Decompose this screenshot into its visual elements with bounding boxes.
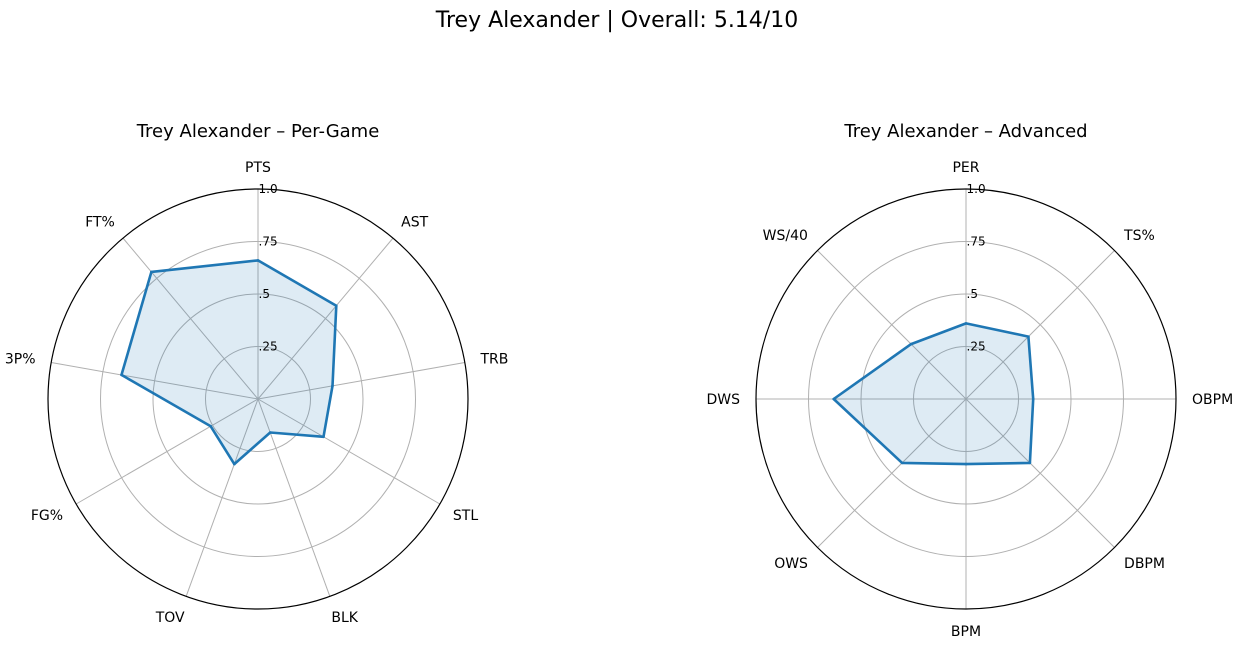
per-game-point-trb — [331, 384, 334, 388]
per-game-axis-label: TOV — [155, 610, 185, 626]
per-game-axis-label: PTS — [245, 160, 271, 176]
per-game-point-ast — [334, 304, 338, 307]
per-game-spoke-ft- — [122, 237, 259, 400]
per-game-point-blk — [268, 431, 272, 434]
advanced-spoke-dbpm — [965, 398, 1115, 548]
advanced-axis-label: BPM — [951, 624, 981, 640]
per-game-axis-label: FG% — [31, 508, 63, 524]
advanced-radial-tick-label: .25 — [967, 340, 986, 354]
per-game-spoke-tov — [185, 398, 259, 597]
advanced-radial-tick-label: 1.0 — [967, 182, 986, 196]
advanced-point-dbpm — [1028, 461, 1032, 465]
per-game-point-ft- — [150, 270, 153, 274]
advanced-point-dws — [832, 397, 835, 401]
per-game-axis-label: 3P% — [5, 352, 36, 368]
advanced-spoke-ows — [817, 398, 967, 548]
per-game-radial-tick-label: .5 — [259, 287, 270, 301]
per-game-radar-panel: Trey Alexander – Per-Game PTS AST TRB STL BL… — [5, 121, 508, 626]
per-game-point-3p- — [120, 373, 123, 377]
per-game-axis-label: TRB — [479, 352, 508, 368]
per-game-spoke-fg- — [75, 398, 259, 505]
advanced-axis-label: TS% — [1123, 228, 1155, 244]
advanced-point-bpm — [964, 462, 968, 466]
per-game-point-tov — [232, 462, 236, 466]
per-game-spoke-3p- — [51, 362, 259, 400]
advanced-axis-label: OWS — [774, 556, 808, 572]
figure-title: Trey Alexander | Overall: 5.14/10 — [435, 8, 799, 33]
advanced-spoke-ts- — [965, 250, 1115, 400]
advanced-area-fill — [833, 323, 1034, 465]
per-game-axis-label: FT% — [85, 214, 115, 230]
advanced-axis-label: PER — [952, 160, 979, 176]
per-game-spoke-trb — [257, 362, 465, 400]
advanced-axis-label: OBPM — [1192, 392, 1233, 408]
per-game-radial-tick-label: 1.0 — [259, 182, 278, 196]
advanced-outer-frame — [755, 188, 1177, 610]
per-game-spoke-ast — [257, 237, 394, 400]
advanced-point-ws-40 — [909, 342, 913, 346]
per-game-point-fg- — [209, 425, 213, 428]
per-game-axis-label: BLK — [331, 610, 358, 626]
per-game-axis-label: AST — [401, 214, 428, 230]
advanced-chart-title: Trey Alexander – Advanced — [843, 121, 1087, 142]
per-game-outer-frame — [47, 188, 469, 610]
per-game-radial-tick-label: .25 — [259, 340, 278, 354]
advanced-axis-label: WS/40 — [763, 228, 808, 244]
per-game-area-fill — [121, 260, 337, 465]
advanced-radar-panel: Trey Alexander – Advanced PER TS% OBPM DBPM… — [706, 121, 1233, 640]
per-game-radial-tick-label: .75 — [259, 235, 278, 249]
advanced-point-ts- — [1027, 335, 1030, 338]
advanced-point-per — [964, 322, 968, 325]
advanced-axis-label: DWS — [706, 392, 740, 408]
advanced-radial-tick-label: .75 — [967, 235, 986, 249]
per-game-point-stl — [322, 435, 325, 439]
per-game-series-line — [120, 259, 338, 466]
per-game-point-pts — [256, 259, 260, 262]
advanced-spoke-ws-40 — [817, 250, 967, 400]
advanced-axis-label: DBPM — [1124, 556, 1165, 572]
advanced-point-ows — [900, 461, 904, 465]
per-game-chart-title: Trey Alexander – Per-Game — [136, 121, 380, 142]
per-game-spoke-stl — [257, 398, 441, 505]
advanced-radial-tick-label: .5 — [967, 287, 978, 301]
per-game-axis-label: STL — [453, 508, 478, 524]
advanced-point-obpm — [1031, 397, 1035, 401]
